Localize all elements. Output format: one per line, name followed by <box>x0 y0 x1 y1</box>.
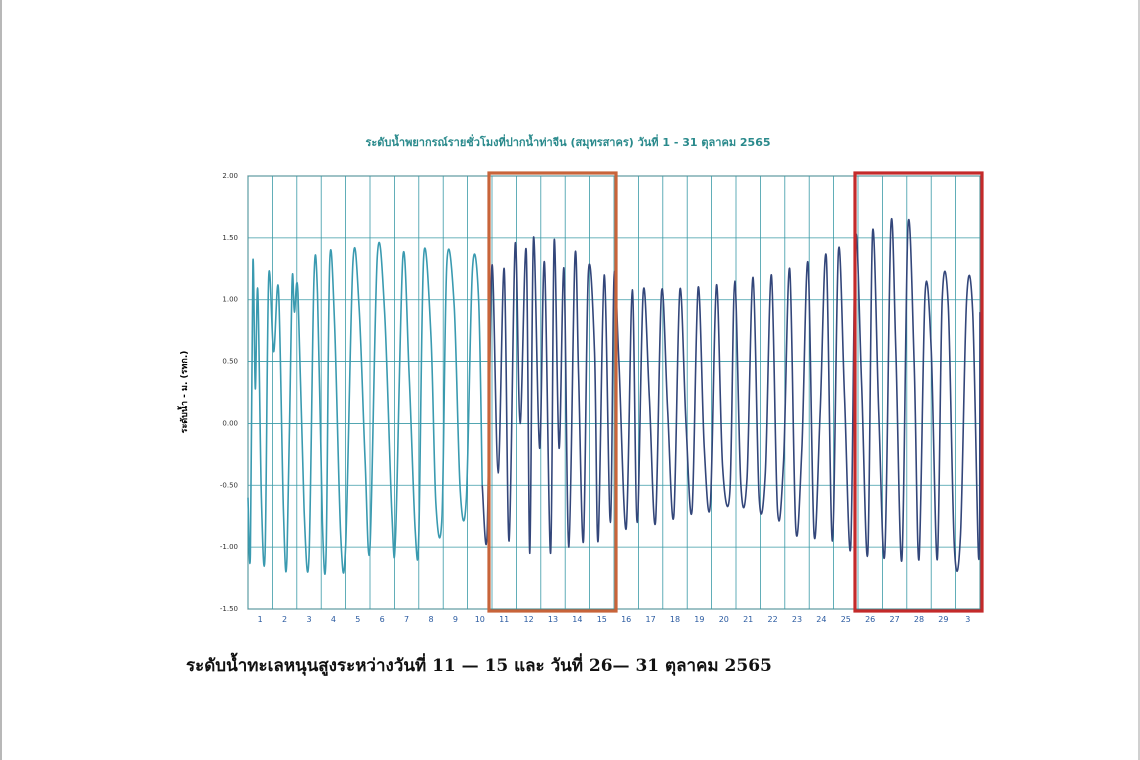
y-tick-label: -1.50 <box>220 605 238 613</box>
y-tick-label: 0.00 <box>222 419 238 427</box>
x-tick-label: 22 <box>768 615 778 624</box>
x-tick-label: 28 <box>914 615 924 624</box>
x-tick-label: 19 <box>694 615 704 624</box>
page-edge-right <box>1138 0 1140 760</box>
series-line-2 <box>481 217 981 572</box>
y-tick-labels: 2.00 1.50 1.00 0.50 0.00 -0.50 -1.00 -1.50 <box>220 172 238 613</box>
x-tick-label: 25 <box>841 615 851 624</box>
y-axis-label: ระดับน้ำ - ม. (รทก.) <box>177 351 190 434</box>
y-tick-label: 0.50 <box>222 358 238 366</box>
x-tick-label: 4 <box>331 615 336 624</box>
x-tick-label: 21 <box>743 615 753 624</box>
x-tick-label: 15 <box>597 615 607 624</box>
series-line-1 <box>247 241 483 575</box>
x-tick-label: 14 <box>572 615 582 624</box>
x-tick-label: 20 <box>719 615 729 624</box>
x-tick-label: 18 <box>670 615 680 624</box>
x-tick-label: 1 <box>258 615 263 624</box>
x-tick-label: 16 <box>621 615 631 624</box>
x-tick-label: 29 <box>938 615 948 624</box>
x-tick-label: 2 <box>282 615 287 624</box>
y-tick-label: 1.50 <box>222 234 238 242</box>
x-tick-label: 26 <box>865 615 875 624</box>
highlight-box-1 <box>487 171 618 613</box>
y-tick-label: -1.00 <box>220 543 238 551</box>
highlight-boxes <box>487 171 984 613</box>
x-tick-label: 13 <box>548 615 558 624</box>
y-tick-label: 2.00 <box>222 172 238 180</box>
x-tick-label: 7 <box>404 615 409 624</box>
page-edge-left <box>0 0 2 760</box>
series-lines <box>247 217 981 575</box>
x-tick-labels: 1 2 3 4 5 6 7 8 9 10 11 12 13 14 15 16 17 18 19 20 21 22 23 24 2… <box>258 615 971 624</box>
highlight-box-2 <box>853 171 984 613</box>
x-tick-label: 12 <box>524 615 534 624</box>
caption: ระดับน้ำทะเลหนุนสูงระหว่างวันที่ 11 — 15… <box>186 656 772 676</box>
x-tick-label: 17 <box>646 615 656 624</box>
tide-chart: ระดับน้ำพยากรณ์รายชั่วโมงที่ปากน้ำท่าจีน… <box>177 134 984 624</box>
chart-title: ระดับน้ำพยากรณ์รายชั่วโมงที่ปากน้ำท่าจีน… <box>365 134 770 150</box>
x-tick-label: 3 <box>306 615 311 624</box>
grid <box>247 175 981 610</box>
x-tick-label: 3 <box>965 615 970 624</box>
x-tick-label: 8 <box>428 615 433 624</box>
x-tick-label: 6 <box>380 615 385 624</box>
y-tick-label: 1.00 <box>222 296 238 304</box>
x-tick-label: 10 <box>475 615 485 624</box>
x-tick-label: 11 <box>499 615 509 624</box>
y-tick-label: -0.50 <box>220 481 238 489</box>
x-tick-label: 27 <box>890 615 900 624</box>
x-tick-label: 5 <box>355 615 360 624</box>
x-tick-label: 9 <box>453 615 458 624</box>
x-tick-label: 24 <box>816 615 826 624</box>
x-tick-label: 23 <box>792 615 802 624</box>
